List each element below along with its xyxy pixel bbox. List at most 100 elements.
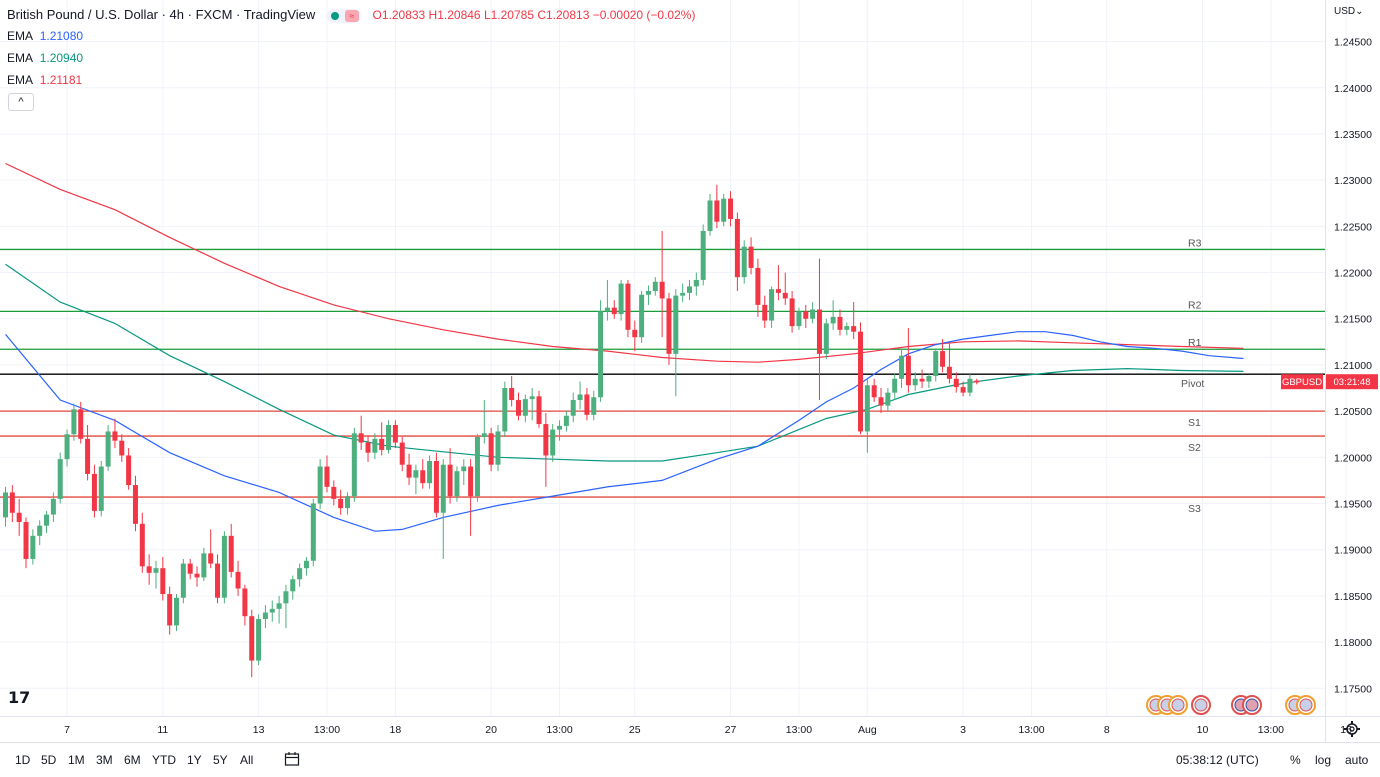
ohlc-values: O1.20833 H1.20846 L1.20785 C1.20813 −0.0… <box>372 8 696 22</box>
candle-body <box>734 218 740 278</box>
candle-body <box>673 295 679 354</box>
log-scale-button[interactable]: log <box>1315 753 1332 767</box>
candle-body <box>789 298 795 327</box>
candle <box>529 388 535 421</box>
candle-body <box>645 291 651 295</box>
candle-body <box>604 307 610 312</box>
range-6m-button[interactable]: 6M <box>124 753 141 767</box>
candle <box>495 424 501 472</box>
candle <box>721 194 727 227</box>
symbol-title[interactable]: British Pound / U.S. Dollar · 4h · FXCM … <box>7 7 316 22</box>
range-ytd-button[interactable]: YTD <box>152 753 176 767</box>
candle-body <box>461 466 467 472</box>
candle-body <box>112 431 118 441</box>
candle <box>105 424 111 472</box>
candles <box>3 184 980 678</box>
candle-body <box>413 470 419 478</box>
candle <box>16 498 22 536</box>
range-1d-button[interactable]: 1D <box>15 753 31 767</box>
candle <box>871 378 877 402</box>
candle-body <box>317 466 323 504</box>
settings-gear-icon[interactable] <box>1343 720 1361 738</box>
ema-blue-legend[interactable]: EMA 1.21080 <box>7 29 84 43</box>
candle-body <box>940 351 946 367</box>
candle <box>174 594 179 632</box>
tradingview-logo-icon[interactable]: 17 <box>8 688 31 707</box>
level-label-r3: R3 <box>1188 237 1202 249</box>
range-3m-button[interactable]: 3M <box>96 753 113 767</box>
candle <box>912 372 918 391</box>
candle <box>755 258 761 317</box>
candle <box>481 400 487 444</box>
candle <box>379 422 385 456</box>
utc-clock[interactable]: 05:38:12 (UTC) <box>1176 753 1259 767</box>
candle-body <box>919 378 925 382</box>
economic-events[interactable] <box>1145 694 1325 716</box>
candle <box>940 339 946 373</box>
candle <box>926 374 932 389</box>
candle-body <box>844 326 850 330</box>
price-tick-label: 1.19000 <box>1334 545 1372 557</box>
date-range-calendar-icon[interactable] <box>284 751 300 767</box>
legend-toggle-icon[interactable]: ≈ <box>326 8 361 23</box>
candle <box>413 464 419 495</box>
candle <box>303 557 309 576</box>
range-5d-button[interactable]: 5D <box>41 753 57 767</box>
candle <box>516 392 521 421</box>
percent-scale-button[interactable]: % <box>1290 753 1301 767</box>
collapse-legend-button[interactable]: ^ <box>8 93 34 111</box>
time-axis[interactable]: 7 11 13 13:00 18 20 13:00 25 27 13:00 Aug 3 13:00 8 10… <box>0 716 1380 737</box>
candle <box>659 230 665 338</box>
ema-red-legend[interactable]: EMA 1.21181 <box>7 73 83 87</box>
range-all-button[interactable]: All <box>240 753 254 767</box>
candle-body <box>878 397 884 406</box>
candle-body <box>420 470 426 484</box>
candle <box>221 531 227 604</box>
candle <box>878 388 884 413</box>
candle-body <box>3 492 8 518</box>
candle-body <box>899 355 905 379</box>
bottom-toolbar: 1D 5D 1M 3M 6M YTD 1Y 5Y All 05:38:12 (U… <box>0 742 1380 777</box>
candle <box>844 322 850 336</box>
candle-body <box>728 198 734 219</box>
ema-teal-legend[interactable]: EMA 1.20940 <box>7 51 84 65</box>
candle-body <box>536 396 542 425</box>
candle-body <box>830 316 836 324</box>
candle-body <box>625 283 631 330</box>
candle-body <box>858 331 863 432</box>
candle-body <box>488 433 494 465</box>
candle <box>126 448 132 490</box>
candle <box>64 429 70 467</box>
candle <box>803 304 809 328</box>
candle <box>112 418 118 449</box>
candle <box>85 424 91 481</box>
candle-body <box>974 380 980 383</box>
candle <box>830 300 836 330</box>
candle <box>44 510 50 534</box>
range-1y-button[interactable]: 1Y <box>187 753 202 767</box>
candle-body <box>502 388 508 432</box>
candle <box>611 300 617 319</box>
candle <box>652 277 658 296</box>
candle <box>816 258 822 401</box>
auto-scale-button[interactable]: auto <box>1345 753 1369 767</box>
candle-body <box>139 523 145 567</box>
candle <box>748 237 754 275</box>
candle-body <box>85 438 91 474</box>
candle-body <box>584 394 590 415</box>
price-axis[interactable]: 1.24500 1.24000 1.23500 1.23000 1.22500 1.220… <box>1281 0 1378 742</box>
candle-body <box>762 304 768 321</box>
candle <box>693 272 699 296</box>
price-tick-label: 1.23000 <box>1334 175 1372 187</box>
candle-body <box>132 485 138 524</box>
candle-body <box>509 388 515 401</box>
price-tick-label: 1.22000 <box>1334 268 1372 280</box>
range-1m-button[interactable]: 1M <box>68 753 85 767</box>
candle-body <box>816 309 822 354</box>
range-5y-button[interactable]: 5Y <box>213 753 228 767</box>
candle-body <box>659 281 665 299</box>
currency-selector[interactable]: USD⌄ <box>1334 6 1364 17</box>
level-label-pivot: Pivot <box>1181 378 1204 390</box>
candle-body <box>529 396 535 400</box>
